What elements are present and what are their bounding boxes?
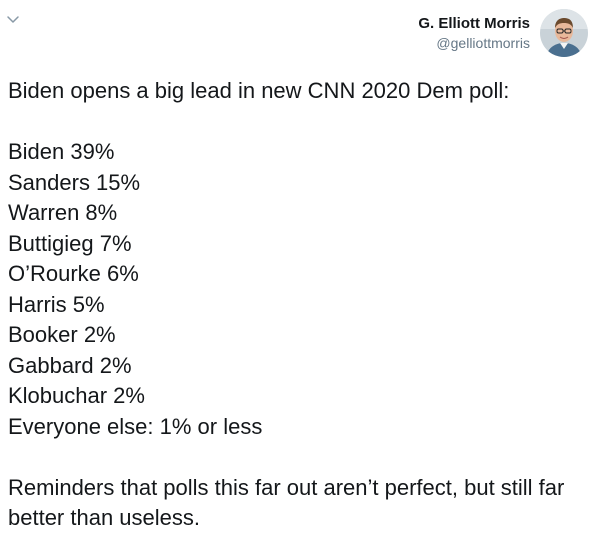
poll-result: Gabbard 2% bbox=[8, 352, 132, 378]
poll-result: Warren 8% bbox=[8, 200, 118, 225]
poll-result: Booker 2% bbox=[8, 322, 116, 347]
tweet-closing: Reminders that polls this far out aren’t… bbox=[8, 474, 565, 531]
author-handle[interactable]: @gelliottmorris bbox=[436, 35, 530, 51]
avatar[interactable] bbox=[540, 9, 588, 57]
poll-result: Buttigieg 7% bbox=[8, 230, 132, 256]
poll-result: Everyone else: 1% or less bbox=[8, 413, 263, 439]
tweet-text: Biden opens a big lead in new CNN 2020 D… bbox=[8, 76, 608, 534]
poll-result: Sanders 15% bbox=[8, 169, 141, 195]
chevron-down-icon[interactable] bbox=[4, 11, 22, 29]
author-block[interactable]: G. Elliott Morris @gelliottmorris bbox=[418, 14, 530, 52]
avatar-photo-icon bbox=[540, 9, 588, 57]
tweet-headline: Biden opens a big lead in new CNN 2020 D… bbox=[8, 78, 510, 103]
poll-result: Biden 39% bbox=[8, 139, 115, 164]
author-name[interactable]: G. Elliott Morris bbox=[418, 15, 530, 32]
paragraph-gap bbox=[8, 442, 608, 473]
poll-result: Harris 5% bbox=[8, 291, 105, 317]
poll-result: O’Rourke 6% bbox=[8, 261, 139, 286]
poll-result: Klobuchar 2% bbox=[8, 383, 145, 408]
paragraph-gap bbox=[8, 107, 608, 138]
